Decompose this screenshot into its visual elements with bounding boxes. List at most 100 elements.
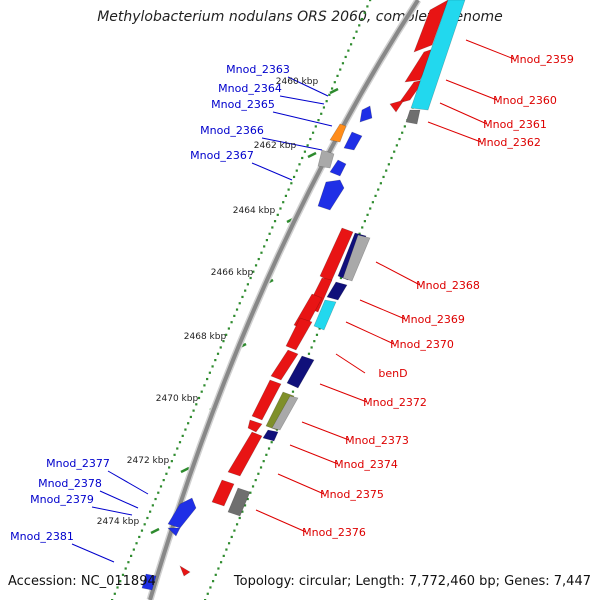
- forward-gene-label: Mnod_2365: [211, 98, 275, 111]
- forward-leader: [107, 470, 149, 495]
- inner-scale-dot: [295, 169, 298, 172]
- reverse-gene-label: Mnod_2359: [510, 53, 574, 66]
- outer-scale-dot: [371, 201, 374, 204]
- forward-leader: [261, 137, 323, 151]
- reverse-gene-label: Mnod_2375: [320, 488, 384, 501]
- inner-scale-dot: [369, 0, 372, 2]
- forward-gene-label: Mnod_2366: [200, 124, 264, 137]
- inner-scale-dot: [366, 5, 369, 8]
- inner-scale-dot: [325, 100, 328, 103]
- outer-scale-dot: [315, 333, 319, 336]
- forward-gene-label: Mnod_2363: [226, 63, 290, 76]
- cog-navy-cds: [286, 355, 315, 389]
- scale-label: 2464 kbp: [233, 206, 276, 216]
- reverse-gene-label: Mnod_2368: [416, 279, 480, 292]
- topology-label: Topology: circular; Length: 7,772,460 bp…: [233, 574, 591, 589]
- inner-scale-dot: [249, 276, 252, 280]
- inner-scale-dot: [268, 232, 271, 235]
- inner-scale-dot: [203, 384, 206, 387]
- outer-scale-dot: [393, 150, 396, 153]
- inner-scale-dot: [360, 17, 364, 21]
- cog-grey-cds: [271, 395, 299, 431]
- inner-scale-dot: [252, 270, 255, 273]
- inner-scale-dot: [347, 49, 350, 52]
- inner-scale-dot: [284, 194, 288, 197]
- cog-navy-cds: [326, 281, 348, 301]
- forward-cds-arrow: [167, 527, 181, 537]
- reverse-cds-arrow: [227, 431, 263, 477]
- outer-scale-dot: [385, 169, 388, 172]
- outer-scale-dot: [211, 580, 215, 583]
- outer-scale-dot: [262, 460, 265, 463]
- outer-scale-dot: [265, 453, 268, 456]
- forward-gene-label: Mnod_2364: [218, 82, 282, 95]
- inner-scale-dot: [352, 36, 355, 40]
- forward-cds-arrow: [329, 159, 347, 177]
- inner-scale-dot: [303, 150, 307, 153]
- inner-scale-dot: [211, 365, 214, 368]
- outer-scale-dot: [225, 548, 228, 551]
- inner-scale-dot: [238, 302, 241, 305]
- inner-scale-dot: [271, 226, 274, 229]
- scale-label: 2472 kbp: [127, 456, 170, 466]
- inner-scale-dot: [260, 251, 263, 254]
- outer-scale-dot: [233, 529, 236, 532]
- outer-scale-dot: [379, 182, 382, 185]
- inner-scale-dot: [322, 106, 326, 109]
- forward-leader: [99, 490, 139, 509]
- forward-leader: [71, 543, 115, 563]
- inner-scale-dot: [197, 396, 201, 400]
- reverse-gene-label: Mnod_2374: [334, 458, 398, 471]
- outer-scale-dot: [222, 554, 225, 557]
- inner-scale-dot: [146, 516, 149, 520]
- scale-label: 2462 kbp: [254, 141, 297, 151]
- inner-scale-dot: [159, 485, 163, 488]
- reverse-cds-arrow: [179, 565, 191, 577]
- accession-label: Accession: NC_011894: [8, 574, 156, 589]
- inner-scale-dot: [222, 340, 225, 343]
- inner-scale-dot: [241, 295, 244, 299]
- outer-scale-dot: [374, 194, 377, 197]
- outer-scale-dot: [241, 510, 244, 513]
- inner-scale-dot: [200, 390, 203, 393]
- cog-orange-cds: [329, 123, 347, 143]
- inner-scale-dot: [187, 422, 190, 425]
- inner-scale-dot: [151, 504, 154, 507]
- outer-scale-dot: [291, 390, 295, 393]
- outer-scale-dot: [209, 586, 212, 589]
- inner-scale-dot: [157, 491, 160, 494]
- inner-scale-dot: [344, 55, 347, 59]
- inner-scale-dot: [246, 283, 249, 286]
- inner-scale-dot: [363, 11, 366, 14]
- inner-scale-dot: [287, 188, 290, 191]
- inner-scale-dot: [244, 289, 247, 292]
- outer-scale-dot: [270, 441, 273, 444]
- inner-scale-dot: [254, 264, 258, 267]
- inner-scale-dot: [276, 213, 279, 216]
- outer-scale-dot: [398, 137, 401, 141]
- inner-scale-dot: [279, 207, 282, 210]
- outer-scale-dot: [246, 497, 249, 501]
- outer-scale-dot: [217, 567, 220, 570]
- outer-scale-dot: [387, 163, 390, 166]
- inner-scale-dot: [333, 81, 336, 84]
- forward-cds-arrow: [343, 131, 363, 151]
- reverse-leader: [465, 39, 515, 60]
- scale-label: 2468 kbp: [184, 332, 227, 342]
- cog-darkgrey-cds: [405, 109, 421, 125]
- outer-scale-dot: [377, 188, 380, 191]
- inner-scale-dot: [130, 554, 133, 557]
- scale-major-tick: [307, 151, 317, 159]
- inner-scale-dot: [119, 580, 122, 583]
- inner-scale-dot: [216, 352, 220, 355]
- scale-major-tick: [150, 527, 160, 535]
- inner-scale-dot: [121, 573, 125, 576]
- reverse-leader: [335, 353, 366, 374]
- inner-scale-dot: [298, 163, 301, 166]
- labels: 2460 kbp 2462 kbp 2464 kbp 2466 kbp 2468 kbp…: [10, 53, 574, 543]
- reverse-cds-arrow: [413, 0, 449, 53]
- outer-scale-dot: [251, 485, 255, 488]
- scale-label: 2460 kbp: [276, 77, 319, 87]
- cog-grey-cds: [342, 234, 371, 282]
- inner-scale-dot: [214, 359, 217, 362]
